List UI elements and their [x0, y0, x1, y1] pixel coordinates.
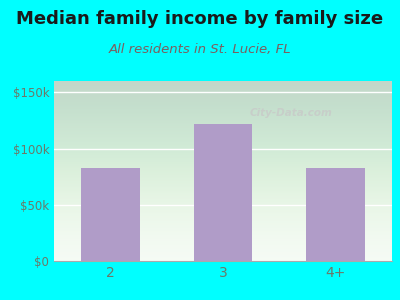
- Text: City-Data.com: City-Data.com: [249, 108, 332, 118]
- Text: Median family income by family size: Median family income by family size: [16, 11, 384, 28]
- Text: All residents in St. Lucie, FL: All residents in St. Lucie, FL: [109, 44, 291, 56]
- Bar: [194, 124, 252, 261]
- Bar: [306, 168, 365, 261]
- Bar: [81, 168, 140, 261]
